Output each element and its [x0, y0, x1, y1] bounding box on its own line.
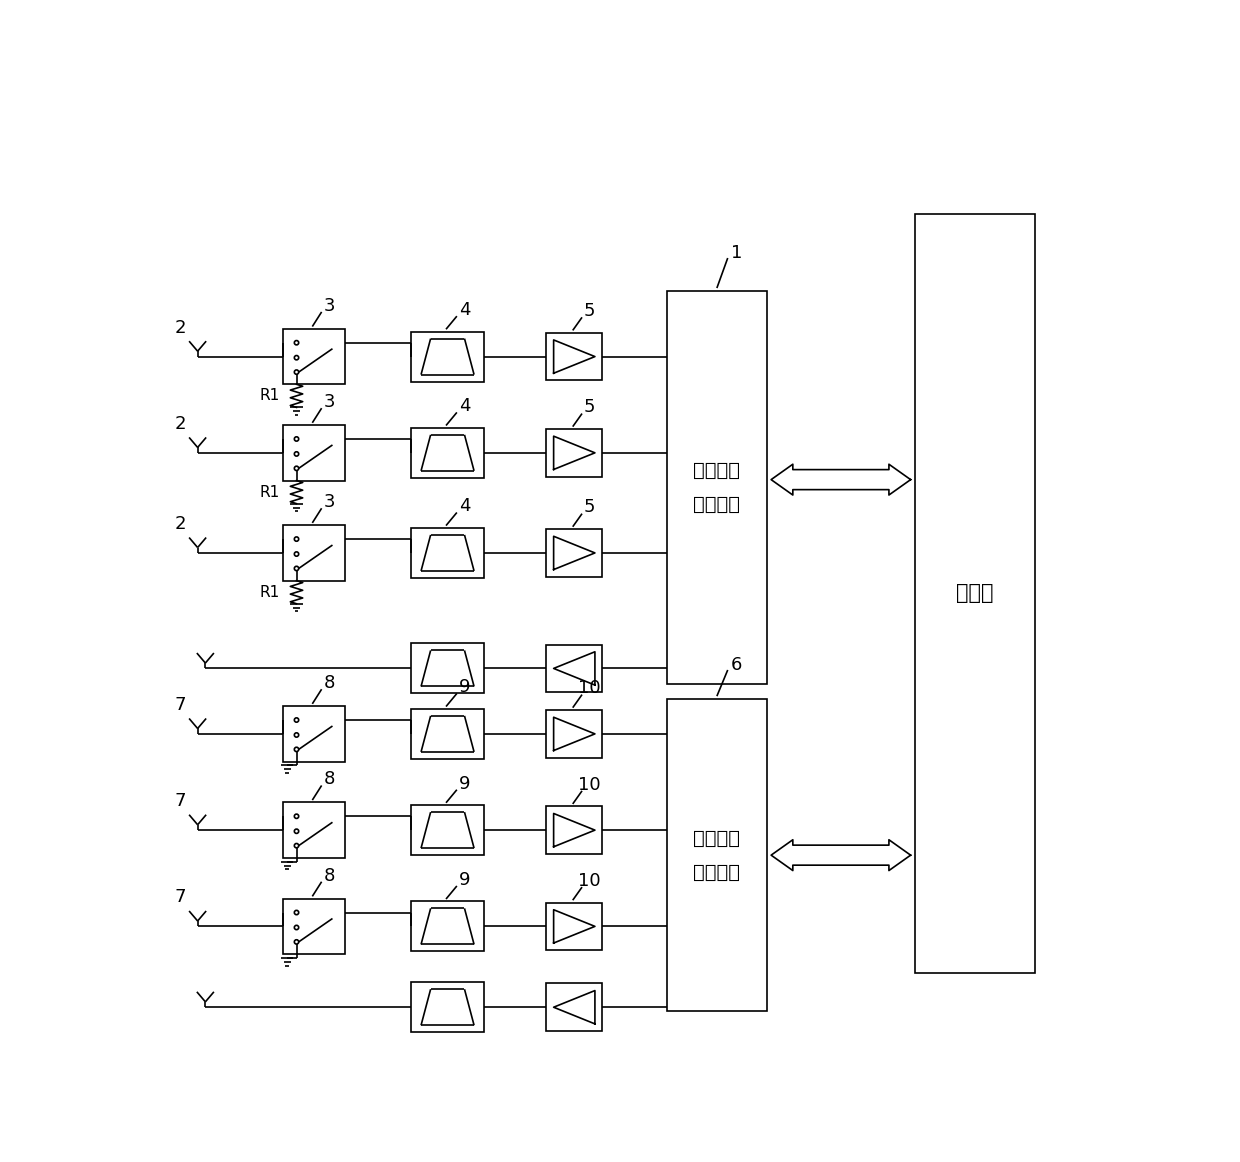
Bar: [547, 903, 603, 951]
Bar: [667, 292, 768, 683]
Bar: [283, 525, 345, 581]
Text: 5: 5: [584, 399, 595, 416]
Bar: [547, 645, 603, 693]
Text: 10: 10: [579, 776, 601, 794]
Text: 第一射频
收发模块: 第一射频 收发模块: [693, 461, 740, 514]
Bar: [410, 982, 485, 1032]
Text: 7: 7: [175, 696, 186, 713]
Text: 2: 2: [175, 515, 186, 533]
Bar: [410, 709, 485, 759]
Text: 8: 8: [324, 867, 335, 884]
Text: 5: 5: [584, 302, 595, 321]
Bar: [410, 331, 485, 381]
Polygon shape: [771, 840, 910, 870]
Bar: [410, 428, 485, 478]
Text: 处理器: 处理器: [956, 583, 993, 603]
Bar: [547, 710, 603, 758]
Bar: [283, 706, 345, 761]
Text: R1: R1: [259, 584, 279, 600]
Bar: [915, 214, 1034, 973]
Text: 4: 4: [459, 301, 470, 320]
Text: 9: 9: [459, 870, 470, 889]
Bar: [547, 429, 603, 476]
Bar: [547, 529, 603, 576]
Text: 第二射频
收发模块: 第二射频 收发模块: [693, 829, 740, 882]
Bar: [410, 528, 485, 578]
Bar: [547, 983, 603, 1031]
Bar: [547, 806, 603, 854]
Text: 5: 5: [584, 498, 595, 516]
Text: 9: 9: [459, 775, 470, 792]
Text: 10: 10: [579, 680, 601, 697]
Text: 1: 1: [730, 244, 742, 261]
Text: 10: 10: [579, 872, 601, 890]
Text: 8: 8: [324, 674, 335, 693]
Bar: [283, 898, 345, 954]
Polygon shape: [771, 465, 910, 495]
Text: 2: 2: [175, 415, 186, 432]
Text: R1: R1: [259, 485, 279, 500]
Text: 3: 3: [324, 393, 335, 411]
Bar: [547, 332, 603, 380]
Bar: [410, 902, 485, 952]
Bar: [283, 803, 345, 858]
Text: 7: 7: [175, 889, 186, 906]
Text: 8: 8: [324, 770, 335, 788]
Text: 4: 4: [459, 397, 470, 415]
Text: R1: R1: [259, 388, 279, 403]
Bar: [283, 425, 345, 481]
Text: 4: 4: [459, 497, 470, 515]
Bar: [667, 700, 768, 1011]
Text: 9: 9: [459, 679, 470, 696]
Bar: [410, 805, 485, 855]
Bar: [283, 329, 345, 385]
Text: 7: 7: [175, 792, 186, 810]
Bar: [410, 644, 485, 694]
Text: 3: 3: [324, 493, 335, 511]
Text: 6: 6: [730, 655, 742, 674]
Text: 2: 2: [175, 318, 186, 337]
Text: 3: 3: [324, 296, 335, 315]
